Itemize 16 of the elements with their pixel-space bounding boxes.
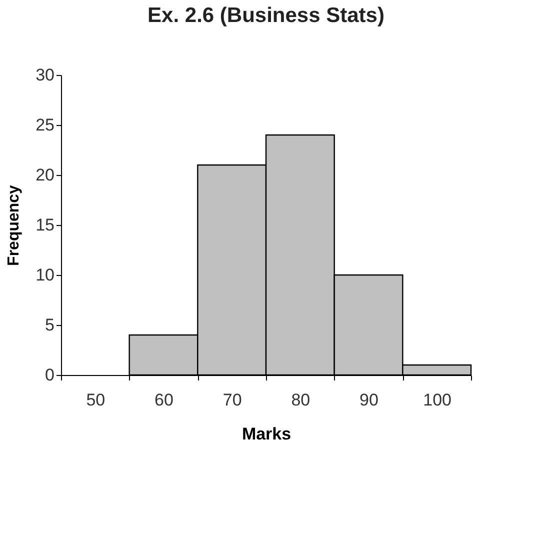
y-tick-label: 5 bbox=[45, 316, 54, 334]
y-tick-label: 20 bbox=[36, 166, 54, 184]
x-tick-label: 60 bbox=[154, 390, 174, 410]
y-tick-label: 10 bbox=[36, 266, 54, 284]
y-tick-label: 25 bbox=[36, 116, 54, 134]
chart-title: Ex. 2.6 (Business Stats) bbox=[148, 4, 384, 27]
x-tick-label: 70 bbox=[222, 390, 242, 410]
x-tick-label: 100 bbox=[423, 390, 452, 410]
x-tick-label: 90 bbox=[360, 390, 378, 410]
y-axis-title: Frequency bbox=[6, 184, 23, 266]
x-axis-title: Marks bbox=[242, 424, 292, 444]
y-tick-label: 0 bbox=[45, 366, 54, 384]
x-tick-label: 80 bbox=[291, 390, 310, 410]
y-tick-label: 15 bbox=[36, 216, 54, 234]
x-tick-label: 50 bbox=[86, 390, 106, 410]
y-tick-label: 30 bbox=[36, 66, 54, 84]
